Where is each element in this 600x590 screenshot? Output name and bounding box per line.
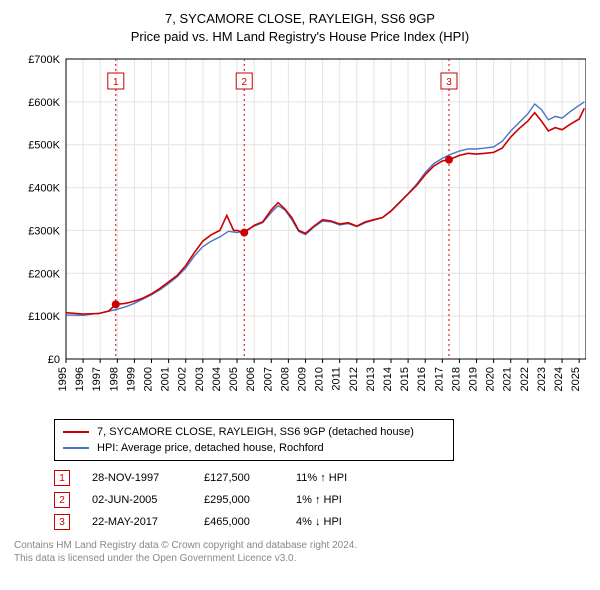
svg-text:2021: 2021 bbox=[502, 367, 514, 391]
svg-text:£400K: £400K bbox=[28, 183, 60, 195]
legend: 7, SYCAMORE CLOSE, RAYLEIGH, SS6 9GP (de… bbox=[54, 419, 454, 461]
sale-price: £465,000 bbox=[204, 516, 274, 528]
chart-svg: £0 £100K £200K £300K £400K £500K £600K £700K 199… bbox=[14, 51, 586, 411]
svg-text:£500K: £500K bbox=[28, 140, 60, 152]
svg-text:1: 1 bbox=[113, 77, 119, 88]
footer: Contains HM Land Registry data © Crown c… bbox=[14, 539, 586, 565]
svg-text:2022: 2022 bbox=[519, 367, 531, 391]
svg-text:2012: 2012 bbox=[348, 367, 360, 391]
svg-text:£100K: £100K bbox=[28, 311, 60, 323]
svg-text:1995: 1995 bbox=[57, 367, 69, 391]
svg-text:1996: 1996 bbox=[74, 367, 86, 391]
svg-text:2005: 2005 bbox=[228, 367, 240, 391]
svg-text:2015: 2015 bbox=[399, 367, 411, 391]
sale-hpi-delta: 11% ↑ HPI bbox=[296, 472, 386, 484]
svg-text:2014: 2014 bbox=[382, 367, 394, 391]
svg-text:1997: 1997 bbox=[91, 367, 103, 391]
legend-swatch bbox=[63, 447, 89, 449]
svg-text:2019: 2019 bbox=[468, 367, 480, 391]
svg-text:2007: 2007 bbox=[262, 367, 274, 391]
svg-text:2004: 2004 bbox=[211, 367, 223, 391]
svg-text:£200K: £200K bbox=[28, 268, 60, 280]
sale-date: 02-JUN-2005 bbox=[92, 494, 182, 506]
svg-text:£700K: £700K bbox=[28, 54, 60, 66]
title-subtitle: Price paid vs. HM Land Registry's House … bbox=[14, 28, 586, 46]
title-address: 7, SYCAMORE CLOSE, RAYLEIGH, SS6 9GP bbox=[14, 10, 586, 28]
sale-date: 22-MAY-2017 bbox=[92, 516, 182, 528]
sale-price: £127,500 bbox=[204, 472, 274, 484]
svg-text:2011: 2011 bbox=[331, 367, 343, 391]
legend-swatch bbox=[63, 431, 89, 433]
svg-text:2016: 2016 bbox=[416, 367, 428, 391]
svg-text:2008: 2008 bbox=[279, 367, 291, 391]
legend-label: HPI: Average price, detached house, Roch… bbox=[97, 442, 324, 454]
svg-text:2002: 2002 bbox=[177, 367, 189, 391]
svg-text:2000: 2000 bbox=[143, 367, 155, 391]
flag-marker: 1 bbox=[54, 470, 70, 486]
footer-line: Contains HM Land Registry data © Crown c… bbox=[14, 539, 586, 552]
table-row: 3 22-MAY-2017 £465,000 4% ↓ HPI bbox=[54, 511, 586, 533]
svg-text:2: 2 bbox=[241, 77, 247, 88]
legend-row: 7, SYCAMORE CLOSE, RAYLEIGH, SS6 9GP (de… bbox=[63, 424, 445, 440]
legend-row: HPI: Average price, detached house, Roch… bbox=[63, 440, 445, 456]
svg-text:1998: 1998 bbox=[108, 367, 120, 391]
svg-text:2013: 2013 bbox=[365, 367, 377, 391]
title-block: 7, SYCAMORE CLOSE, RAYLEIGH, SS6 9GP Pri… bbox=[14, 10, 586, 45]
price-chart: £0 £100K £200K £300K £400K £500K £600K £700K 199… bbox=[14, 51, 586, 411]
svg-text:2018: 2018 bbox=[450, 367, 462, 391]
svg-text:2020: 2020 bbox=[485, 367, 497, 391]
sale-date: 28-NOV-1997 bbox=[92, 472, 182, 484]
svg-text:2003: 2003 bbox=[194, 367, 206, 391]
legend-label: 7, SYCAMORE CLOSE, RAYLEIGH, SS6 9GP (de… bbox=[97, 426, 414, 438]
svg-text:2025: 2025 bbox=[570, 367, 582, 391]
svg-text:2017: 2017 bbox=[433, 367, 445, 391]
table-row: 1 28-NOV-1997 £127,500 11% ↑ HPI bbox=[54, 467, 586, 489]
svg-text:2001: 2001 bbox=[160, 367, 172, 391]
svg-text:£300K: £300K bbox=[28, 226, 60, 238]
sale-hpi-delta: 4% ↓ HPI bbox=[296, 516, 386, 528]
svg-text:1999: 1999 bbox=[125, 367, 137, 391]
svg-text:2023: 2023 bbox=[536, 367, 548, 391]
footer-line: This data is licensed under the Open Gov… bbox=[14, 552, 586, 565]
svg-text:£600K: £600K bbox=[28, 97, 60, 109]
svg-text:2006: 2006 bbox=[245, 367, 257, 391]
sale-price: £295,000 bbox=[204, 494, 274, 506]
svg-text:2024: 2024 bbox=[553, 367, 565, 391]
svg-text:£0: £0 bbox=[48, 354, 60, 366]
table-row: 2 02-JUN-2005 £295,000 1% ↑ HPI bbox=[54, 489, 586, 511]
flag-marker: 2 bbox=[54, 492, 70, 508]
svg-text:2010: 2010 bbox=[314, 367, 326, 391]
svg-text:3: 3 bbox=[446, 77, 452, 88]
svg-text:2009: 2009 bbox=[296, 367, 308, 391]
flag-marker: 3 bbox=[54, 514, 70, 530]
sale-hpi-delta: 1% ↑ HPI bbox=[296, 494, 386, 506]
sales-table: 1 28-NOV-1997 £127,500 11% ↑ HPI 2 02-JU… bbox=[54, 467, 586, 533]
